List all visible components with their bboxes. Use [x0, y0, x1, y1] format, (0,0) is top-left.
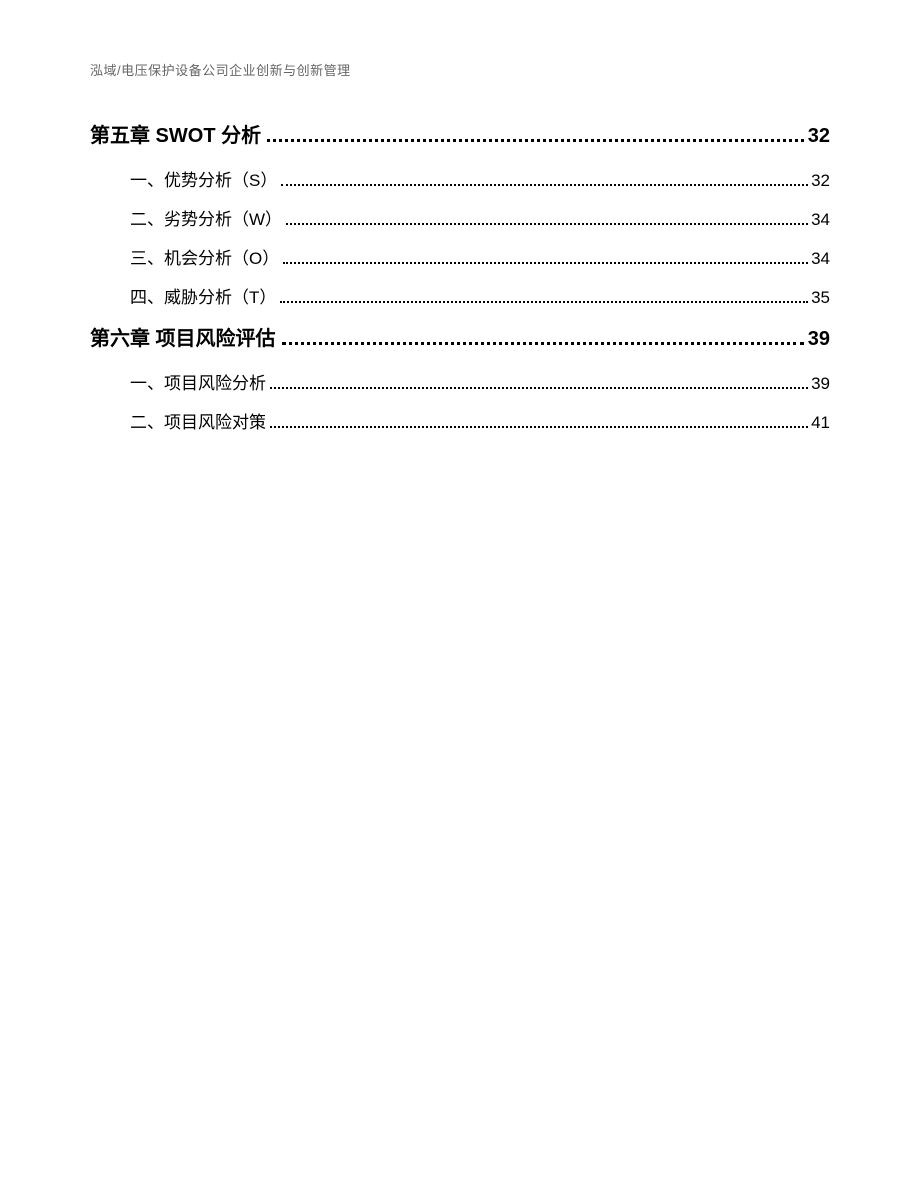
toc-leader-dots — [270, 426, 808, 428]
toc-leader-dots — [270, 387, 808, 389]
toc-item-page: 32 — [811, 171, 830, 191]
toc-item: 一、项目风险分析 39 — [90, 369, 830, 394]
toc-item: 二、项目风险对策 41 — [90, 408, 830, 433]
toc-chapter: 第五章 SWOT 分析 32 — [90, 119, 830, 148]
toc-item-label: 一、项目风险分析 — [130, 369, 266, 394]
toc-item: 二、劣势分析（W） 34 — [90, 205, 830, 230]
toc-leader-dots — [283, 262, 808, 264]
page-header: 泓域/电压保护设备公司企业创新与创新管理 — [90, 60, 830, 79]
toc-chapter-title: 第五章 SWOT 分析 — [90, 119, 261, 148]
toc-chapter-title: 第六章 项目风险评估 — [90, 322, 276, 351]
toc-item-label: 一、优势分析（S） — [130, 166, 277, 191]
toc-leader-dots — [280, 301, 808, 303]
toc-leader-dots — [281, 184, 808, 186]
toc-item: 四、威胁分析（T） 35 — [90, 283, 830, 308]
toc-item-label: 二、劣势分析（W） — [130, 205, 282, 230]
toc-item-label: 四、威胁分析（T） — [130, 283, 276, 308]
toc-item-page: 34 — [811, 210, 830, 230]
toc-item-page: 35 — [811, 288, 830, 308]
toc-leader-dots — [267, 139, 804, 142]
toc-item: 一、优势分析（S） 32 — [90, 166, 830, 191]
toc-item: 三、机会分析（O） 34 — [90, 244, 830, 269]
toc-chapter: 第六章 项目风险评估 39 — [90, 322, 830, 351]
toc-leader-dots — [286, 223, 808, 225]
toc-item-label: 三、机会分析（O） — [130, 244, 279, 269]
toc-item-page: 39 — [811, 374, 830, 394]
toc-chapter-page: 32 — [808, 125, 830, 148]
toc-chapter-page: 39 — [808, 328, 830, 351]
toc-item-page: 41 — [811, 413, 830, 433]
toc-chapter-block: 第六章 项目风险评估 39 一、项目风险分析 39 二、项目风险对策 41 — [90, 322, 830, 433]
toc-leader-dots — [282, 342, 804, 345]
document-page: 泓域/电压保护设备公司企业创新与创新管理 第五章 SWOT 分析 32 一、优势… — [0, 0, 920, 507]
toc-item-label: 二、项目风险对策 — [130, 408, 266, 433]
toc-chapter-block: 第五章 SWOT 分析 32 一、优势分析（S） 32 二、劣势分析（W） 34… — [90, 119, 830, 308]
toc-item-page: 34 — [811, 249, 830, 269]
